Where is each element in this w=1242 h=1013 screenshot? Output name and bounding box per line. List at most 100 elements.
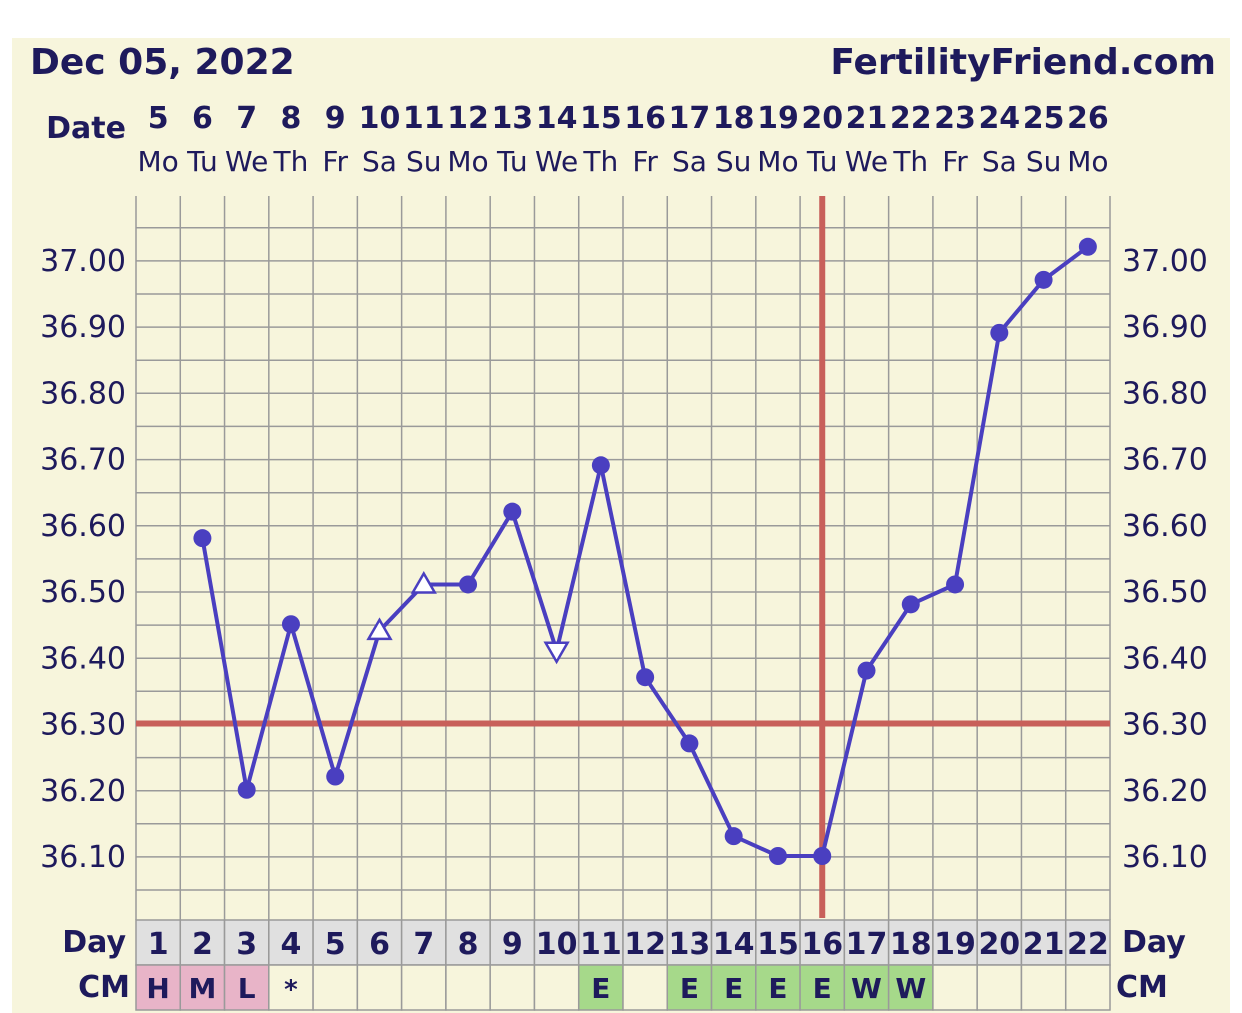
date-label: 21 — [846, 101, 888, 136]
weekday-label: Sa — [362, 145, 397, 178]
cycle-day-label: 12 — [624, 927, 666, 962]
cycle-day-label: 5 — [325, 927, 346, 962]
y-tick-label-left: 37.00 — [40, 244, 126, 279]
data-point — [680, 734, 699, 753]
cm-cell — [976, 964, 1023, 1011]
date-label: 7 — [236, 101, 257, 136]
weekday-label: Su — [406, 145, 442, 178]
weekday-label: Fr — [322, 145, 348, 178]
date-label: 11 — [403, 101, 445, 136]
cm-cell — [179, 964, 226, 1011]
cycle-day-label: 1 — [148, 927, 169, 962]
cycle-day-label: 20 — [978, 927, 1020, 962]
date-row-label: Date — [46, 111, 126, 146]
cm-cell — [932, 964, 978, 1011]
cycle-day-label: 10 — [536, 927, 578, 962]
date-label: 14 — [536, 101, 578, 136]
cm-cell — [489, 964, 536, 1011]
data-point — [636, 668, 655, 687]
date-label: 26 — [1067, 101, 1109, 136]
cm-cell — [135, 964, 182, 1011]
date-label: 24 — [978, 101, 1020, 136]
data-point — [459, 575, 478, 594]
cm-label: H — [146, 972, 169, 1005]
cycle-day-label: 3 — [236, 927, 257, 962]
y-tick-label-left: 36.80 — [40, 376, 126, 411]
weekday-label: Th — [273, 145, 309, 178]
day-row-label-left: Day — [62, 925, 126, 960]
cm-label: E — [680, 972, 699, 1005]
date-label: 16 — [624, 101, 666, 136]
cm-label: W — [895, 972, 926, 1005]
weekday-label: We — [535, 145, 578, 178]
y-tick-label-right: 36.70 — [1122, 443, 1208, 478]
cm-row-label-right: CM — [1116, 970, 1168, 1005]
cm-label: E — [591, 972, 610, 1005]
cm-cell — [312, 964, 359, 1011]
y-axis-ticks: 36.10 36.10 36.20 36.20 36.30 36.30 36.40 36.40… — [40, 244, 1208, 875]
cycle-day-cell — [489, 919, 536, 966]
date-label: 23 — [934, 101, 976, 136]
cm-cell — [755, 964, 801, 1011]
date-label: 18 — [713, 101, 755, 136]
y-tick-label-left: 36.70 — [40, 443, 126, 478]
date-label: 20 — [801, 101, 843, 136]
cycle-day-label: 19 — [934, 927, 976, 962]
y-tick-label-right: 36.50 — [1122, 575, 1208, 610]
y-tick-label-right: 36.80 — [1122, 376, 1208, 411]
weekday-label: We — [225, 145, 268, 178]
cycle-day-cell — [312, 919, 359, 966]
cm-label: M — [188, 972, 216, 1005]
y-tick-label-right: 36.60 — [1122, 509, 1208, 544]
cm-cell — [445, 964, 491, 1011]
data-point — [857, 661, 876, 680]
date-label: 15 — [580, 101, 622, 136]
data-point-open-triangle — [410, 570, 437, 594]
day-row-label-right: Day — [1122, 925, 1186, 960]
weekday-label: Fr — [632, 145, 658, 178]
date-label: 19 — [757, 101, 799, 136]
data-point — [591, 456, 610, 475]
cm-cell — [1064, 964, 1111, 1011]
weekday-label: Tu — [186, 145, 218, 178]
cm-cell — [356, 964, 403, 1011]
data-point — [1078, 237, 1097, 256]
cycle-day-cell — [976, 919, 1023, 966]
date-label: 17 — [669, 101, 711, 136]
weekday-label: Mo — [1067, 145, 1108, 178]
cycle-day-cell — [223, 919, 270, 966]
cm-cell — [799, 964, 846, 1011]
y-tick-label-left: 36.40 — [40, 641, 126, 676]
date-label: 5 — [148, 101, 169, 136]
bottom-rows: 1 2 3 4 5 6 7 8 9 10 11 12 13 14 15 16 17 18 19 20 21 22H M L * E… — [135, 919, 1111, 1011]
data-point — [503, 502, 522, 521]
date-row: 5 6 7 8 9 10 11 12 13 14 15 16 17 18 19 20 21 22 23 24 25 26 — [148, 101, 1109, 136]
cycle-day-cell — [577, 919, 624, 966]
cycle-day-label: 11 — [580, 927, 622, 962]
weekday-label: Su — [716, 145, 752, 178]
cycle-day-cell — [533, 919, 580, 966]
cycle-day-label: 16 — [801, 927, 843, 962]
chart-date-title: Dec 05, 2022 — [30, 42, 295, 83]
data-point — [813, 847, 832, 865]
weekday-label: Fr — [942, 145, 968, 178]
data-point — [990, 323, 1009, 342]
data-point — [237, 780, 256, 799]
cm-cell — [268, 964, 314, 1011]
weekday-label: Th — [892, 145, 928, 178]
data-point — [193, 529, 212, 548]
weekday-label: Tu — [806, 145, 838, 178]
cycle-day-label: 22 — [1067, 927, 1109, 962]
weekday-label: Tu — [496, 145, 528, 178]
y-tick-label-left: 36.30 — [40, 708, 126, 743]
data-point — [1034, 270, 1053, 289]
cycle-day-label: 18 — [890, 927, 932, 962]
cm-label: E — [813, 972, 832, 1005]
cycle-day-cell — [1020, 919, 1067, 966]
y-tick-label-right: 37.00 — [1122, 244, 1208, 279]
cycle-day-label: 8 — [458, 927, 479, 962]
cm-label: W — [851, 972, 882, 1005]
date-label: 13 — [491, 101, 533, 136]
site-name: FertilityFriend.com — [830, 42, 1216, 83]
y-tick-label-left: 36.60 — [40, 509, 126, 544]
